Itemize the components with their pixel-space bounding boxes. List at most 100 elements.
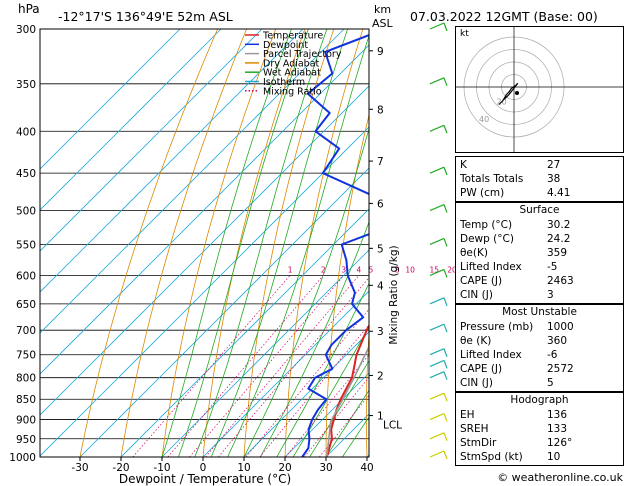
x-tick-label: -30 xyxy=(71,462,88,474)
hodograph-unit: kt xyxy=(460,29,469,39)
mixing-ratio-label: 20 xyxy=(447,265,457,274)
wet-adiabat-line xyxy=(210,29,348,457)
isotherm-line xyxy=(40,85,369,416)
datetime-title: 07.03.2022 12GMT (Base: 00) xyxy=(410,9,598,24)
wind-barb-flag xyxy=(443,204,448,213)
pressure-tick-label: 750 xyxy=(16,350,36,362)
wind-barb-flag xyxy=(443,371,448,380)
x-tick-label: -20 xyxy=(112,462,129,474)
km-tick-label: 4 xyxy=(377,280,384,292)
parcel-trajectory-curve xyxy=(326,344,369,457)
x-tick-label: 10 xyxy=(237,462,250,474)
legend-entry: Temperature xyxy=(262,31,323,42)
wind-barb xyxy=(429,412,445,421)
copyright-footer: © weatheronline.co.uk xyxy=(497,471,623,484)
isotherm-line xyxy=(120,208,369,457)
mixing-ratio-line xyxy=(245,308,369,457)
wind-barb xyxy=(429,166,445,174)
hodograph-panel: 20 40 kt xyxy=(455,26,624,153)
most-unstable-value: 1000 xyxy=(547,321,574,333)
x-tick-label: 0 xyxy=(200,462,207,474)
legend-entry: Mixing Ratio xyxy=(263,86,322,97)
location-title: -12°17'S 136°49'E 52m ASL xyxy=(58,9,233,24)
wet-adiabat-line xyxy=(243,127,369,457)
dry-adiabat-line xyxy=(161,29,277,457)
most-unstable-label: CAPE (J) xyxy=(460,363,503,375)
mixing-ratio-label: 4 xyxy=(357,265,362,274)
hodograph-trace xyxy=(498,82,519,105)
most-unstable-panel: Most Unstable Pressure (mb) 1000 θe (K) 360… xyxy=(455,304,624,392)
legend-entry: Dry Adiabat xyxy=(263,58,320,69)
isotherm-line xyxy=(284,372,369,457)
mixing-ratio-line xyxy=(132,275,291,457)
hodograph-value-label: StmSpd (kt) xyxy=(460,451,523,463)
wind-barb xyxy=(429,237,445,246)
wind-barb xyxy=(429,204,445,212)
pressure-tick-label: 700 xyxy=(16,325,36,337)
x-tick-label: 20 xyxy=(278,462,291,474)
isotherm-line xyxy=(243,331,369,457)
legend-entry: Isotherm xyxy=(263,77,305,88)
surface-label: Temp (°C) xyxy=(460,219,513,231)
wind-barb xyxy=(429,371,445,379)
wet-adiabat-line xyxy=(309,359,369,457)
most-unstable-label: Lifted Index xyxy=(460,349,522,361)
isotherm-line xyxy=(40,29,263,252)
wind-barb-flag xyxy=(443,432,448,441)
wind-barb-flag xyxy=(443,297,448,307)
hodograph-value-value: 136 xyxy=(547,409,568,421)
most-unstable-label: Pressure (mb) xyxy=(460,321,534,333)
surface-row: CIN (J) 3 xyxy=(456,288,623,302)
wind-barb xyxy=(429,348,445,356)
wind-barb-flag xyxy=(443,348,448,357)
hodograph-value-value: 133 xyxy=(547,423,568,435)
most-unstable-row: Pressure (mb) 1000 xyxy=(456,320,623,334)
x-tick-label: 40 xyxy=(360,462,373,474)
wind-barb xyxy=(429,392,445,400)
legend-entry: Wet Adiabat xyxy=(263,68,321,79)
wind-barb xyxy=(429,323,445,331)
hodograph-values-panel: Hodograph EH 136 SREH 133 StmDir 126° StmSpd (… xyxy=(455,392,624,466)
surface-value: 359 xyxy=(547,247,568,259)
hodograph-value-label: StmDir xyxy=(460,437,497,449)
wind-barb-flag xyxy=(443,323,448,333)
wind-barb-flag xyxy=(443,450,448,460)
mixing-ratio-line xyxy=(285,354,369,457)
most-unstable-label: θe (K) xyxy=(460,335,492,347)
mixing-ratio-label: 15 xyxy=(430,265,440,274)
hodograph-value-row: EH 136 xyxy=(456,408,623,422)
hodograph-values-title: Hodograph xyxy=(510,394,569,406)
dry-adiabat-line xyxy=(405,29,450,457)
index-value: 38 xyxy=(547,173,561,185)
surface-label: Dewp (°C) xyxy=(460,233,514,245)
hodograph-value-row: SREH 133 xyxy=(456,422,623,436)
surface-value: -5 xyxy=(547,261,558,273)
indices-panel: K 27 Totals Totals 38 PW (cm) 4.41 xyxy=(455,156,624,202)
mixing-ratio-line xyxy=(205,275,360,457)
km-tick-label: 1 xyxy=(377,411,384,423)
dewpoint-curve xyxy=(301,34,369,457)
wind-barb-flag xyxy=(443,269,448,278)
most-unstable-title: Most Unstable xyxy=(502,306,577,318)
most-unstable-row: CAPE (J) 2572 xyxy=(456,362,623,376)
surface-value: 30.2 xyxy=(547,219,571,231)
wind-barb xyxy=(429,450,445,458)
surface-value: 2463 xyxy=(547,275,574,287)
asl-unit: ASL xyxy=(372,17,393,30)
mixing-ratio-line xyxy=(218,277,369,457)
surface-label: CAPE (J) xyxy=(460,275,503,287)
km-tick-label: 7 xyxy=(377,156,384,168)
mixing-ratio-label: 1 xyxy=(288,265,293,274)
most-unstable-value: 2572 xyxy=(547,363,574,375)
wind-barb-flag xyxy=(443,393,448,402)
legend-entry: Dewpoint xyxy=(263,40,308,51)
wind-barb xyxy=(429,22,445,30)
surface-value: 3 xyxy=(547,289,554,301)
mixing-ratio-line xyxy=(189,275,345,457)
most-unstable-row: CIN (J) 5 xyxy=(456,376,623,390)
isotherm-line xyxy=(161,249,369,457)
pressure-tick-label: 600 xyxy=(16,270,36,282)
x-tick-label: -10 xyxy=(153,462,170,474)
index-label: Totals Totals xyxy=(460,173,524,185)
